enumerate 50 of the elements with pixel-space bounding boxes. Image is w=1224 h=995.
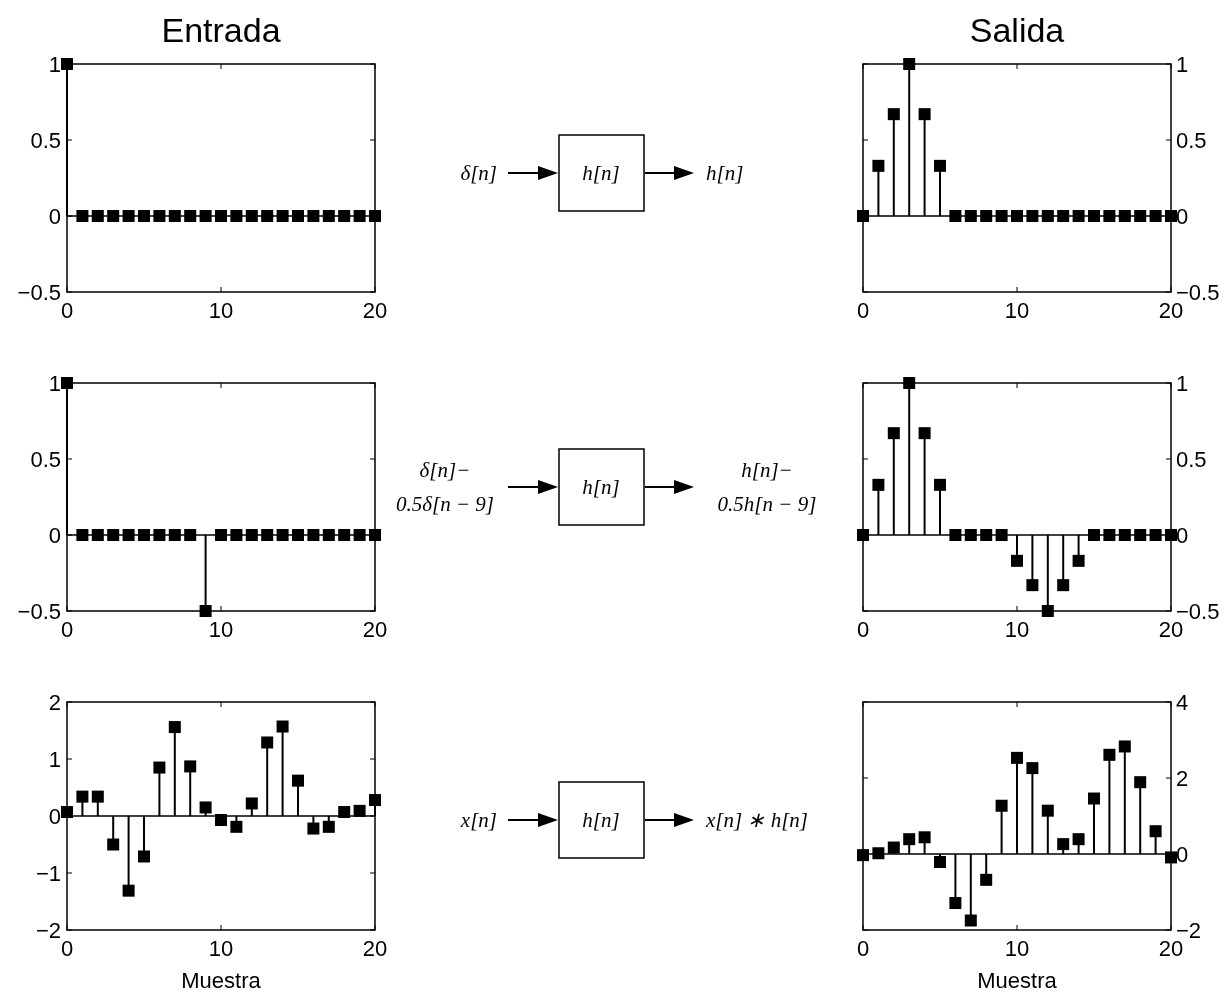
y-tick-label: 0 (48, 204, 61, 229)
x-tick-label: 10 (1004, 936, 1030, 961)
x-tick-label: 10 (208, 617, 234, 642)
x-tick-label: 20 (362, 298, 388, 323)
y-tick-label: 0 (1176, 204, 1189, 229)
y-tick-label: 0 (1176, 842, 1189, 867)
y-tick-label: 1 (48, 371, 61, 396)
x-tick-label: 20 (1158, 617, 1184, 642)
x-tick-label: 20 (362, 617, 388, 642)
y-tick-label: −2 (35, 918, 61, 943)
text: h[n] (706, 161, 744, 185)
x-tick-label: 0 (856, 298, 870, 323)
y-tick-label: 2 (1176, 766, 1189, 791)
y-tick-label: 4 (1176, 690, 1189, 715)
text: h[n]− 0.5h[n − 9] (717, 458, 817, 516)
text: x[n] ∗ h[n] (705, 808, 809, 832)
y-tick-label: 0.5 (30, 447, 61, 472)
y-tick-label: 0 (1176, 523, 1189, 548)
y-tick-label: 1 (1176, 371, 1189, 396)
x-tick-label: 20 (362, 936, 388, 961)
y-tick-label: −0.5 (17, 280, 61, 305)
chart-title: Entrada (161, 11, 281, 49)
chart-title: Salida (969, 11, 1065, 49)
x-tick-label: 10 (1004, 617, 1030, 642)
y-tick-label: −1 (35, 861, 61, 886)
y-tick-label: 0.5 (30, 128, 61, 153)
x-tick-label: 20 (1158, 936, 1184, 961)
x-tick-label: 10 (208, 936, 234, 961)
x-axis-title: Muestra (977, 968, 1058, 993)
x-tick-label: 10 (1004, 298, 1030, 323)
y-tick-label: 1 (48, 747, 61, 772)
x-tick-label: 0 (856, 936, 870, 961)
text: δ[n]− 0.5δ[n − 9] (395, 458, 495, 516)
y-tick-label: 1 (1176, 52, 1189, 77)
text: h[n] (582, 808, 620, 832)
text: δ[n] (460, 161, 497, 185)
text: x[n] (459, 808, 497, 832)
y-tick-label: 2 (48, 690, 61, 715)
x-tick-label: 0 (856, 617, 870, 642)
y-tick-label: 0 (48, 804, 61, 829)
y-tick-label: 0 (48, 523, 61, 548)
text: h[n] (582, 475, 620, 499)
y-tick-label: 0.5 (1176, 128, 1207, 153)
x-tick-label: 10 (208, 298, 234, 323)
y-tick-label: −0.5 (17, 599, 61, 624)
x-tick-label: 20 (1158, 298, 1184, 323)
text: h[n] (582, 161, 620, 185)
y-tick-label: 0.5 (1176, 447, 1207, 472)
y-tick-label: 1 (48, 52, 61, 77)
x-axis-title: Muestra (181, 968, 262, 993)
